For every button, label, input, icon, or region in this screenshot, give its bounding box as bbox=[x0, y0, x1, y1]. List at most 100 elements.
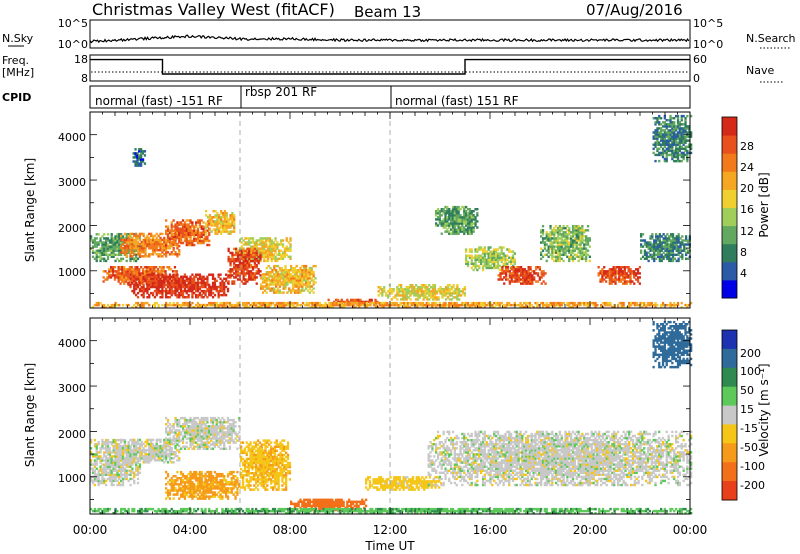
heatmap-cell bbox=[568, 227, 571, 230]
heatmap-cell bbox=[553, 259, 556, 263]
heatmap-cell bbox=[229, 222, 232, 225]
heatmap-cell bbox=[299, 291, 302, 294]
heatmap-cell bbox=[543, 253, 547, 257]
heatmap-cell bbox=[253, 255, 257, 259]
heatmap-cell bbox=[540, 235, 543, 238]
heatmap-cell bbox=[170, 275, 173, 279]
heatmap-cell bbox=[498, 258, 501, 261]
heatmap-cell bbox=[250, 257, 253, 261]
heatmap-cell bbox=[268, 237, 272, 240]
heatmap-cell bbox=[176, 289, 179, 293]
heatmap-cell bbox=[450, 288, 453, 291]
heatmap-cell bbox=[208, 228, 212, 231]
heatmap-cell bbox=[289, 255, 292, 259]
heatmap-cell bbox=[470, 220, 473, 223]
heatmap-cell bbox=[506, 270, 510, 273]
heatmap-cell bbox=[461, 290, 465, 293]
heatmap-cell bbox=[290, 279, 293, 282]
heatmap-cell bbox=[189, 285, 192, 289]
heatmap-cell bbox=[153, 251, 157, 254]
heatmap-cell bbox=[236, 274, 240, 277]
heatmap-cell bbox=[558, 231, 561, 234]
heatmap-cell bbox=[407, 290, 410, 293]
heatmap-cell bbox=[171, 280, 175, 283]
heatmap-cell bbox=[202, 285, 205, 289]
heatmap-cell bbox=[248, 249, 251, 253]
heatmap-cell bbox=[495, 266, 498, 270]
heatmap-cell bbox=[157, 291, 160, 295]
heatmap-cell bbox=[451, 224, 455, 227]
heatmap-cell bbox=[288, 289, 291, 292]
heatmap-cell bbox=[261, 275, 265, 278]
heatmap-cell bbox=[172, 277, 175, 281]
heatmap-cell bbox=[622, 301, 625, 305]
heatmap-cell bbox=[229, 226, 232, 229]
heatmap-cell bbox=[547, 235, 550, 238]
heatmap-cell bbox=[476, 264, 479, 268]
heatmap-cell bbox=[191, 301, 194, 305]
heatmap-cell bbox=[208, 293, 211, 297]
heatmap-cell bbox=[468, 250, 472, 253]
heatmap-cell bbox=[266, 251, 270, 254]
heatmap-cell bbox=[499, 274, 502, 277]
heatmap-cell bbox=[465, 205, 468, 209]
heatmap-cell bbox=[170, 235, 173, 239]
heatmap-cell bbox=[176, 273, 179, 276]
heatmap-cell bbox=[168, 237, 172, 241]
heatmap-cell bbox=[193, 291, 196, 295]
heatmap-cell bbox=[511, 254, 515, 257]
heatmap-cell bbox=[206, 239, 209, 243]
heatmap-cell bbox=[112, 255, 115, 259]
heatmap-cell bbox=[381, 292, 384, 295]
heatmap-cell bbox=[132, 270, 135, 273]
heatmap-cell bbox=[288, 273, 291, 276]
heatmap-cell bbox=[394, 296, 397, 299]
heatmap-cell bbox=[274, 243, 277, 246]
heatmap-cell bbox=[458, 288, 461, 291]
heatmap-cell bbox=[288, 269, 291, 272]
heatmap-cell bbox=[233, 259, 236, 263]
heatmap-cell bbox=[123, 274, 126, 277]
heatmap-cell bbox=[270, 255, 273, 259]
heatmap-cell bbox=[398, 284, 401, 287]
heatmap-cell bbox=[136, 253, 140, 256]
heatmap-cell bbox=[458, 298, 461, 301]
heatmap-cell bbox=[246, 241, 249, 244]
heatmap-cell bbox=[276, 243, 279, 246]
heatmap-cell bbox=[225, 273, 228, 276]
heatmap-cell bbox=[123, 232, 127, 236]
heatmap-cell bbox=[235, 251, 238, 255]
heatmap-cell bbox=[229, 216, 232, 219]
heatmap-cell bbox=[276, 287, 280, 290]
heatmap-cell bbox=[132, 274, 135, 277]
heatmap-cell bbox=[285, 239, 288, 242]
heatmap-cell bbox=[265, 279, 268, 282]
heatmap-cell bbox=[165, 287, 168, 291]
heatmap-cell bbox=[162, 270, 165, 273]
heatmap-cell bbox=[472, 264, 475, 268]
heatmap-cell bbox=[174, 243, 177, 247]
heatmap-cell bbox=[95, 257, 98, 261]
heatmap-cell bbox=[127, 233, 130, 236]
heatmap-cell bbox=[558, 253, 561, 257]
heatmap-cell bbox=[131, 242, 134, 246]
heatmap-cell bbox=[238, 253, 242, 257]
heatmap-cell bbox=[305, 275, 308, 278]
heatmap-cell bbox=[127, 283, 130, 287]
heatmap-cell bbox=[233, 280, 236, 283]
heatmap-cell bbox=[297, 285, 300, 288]
heatmap-cell bbox=[159, 289, 162, 293]
heatmap-cell bbox=[146, 277, 149, 281]
heatmap-cell bbox=[456, 290, 459, 293]
heatmap-cell bbox=[555, 229, 558, 232]
heatmap-cell bbox=[117, 268, 120, 271]
heatmap-cell bbox=[474, 264, 477, 268]
heatmap-cell bbox=[501, 268, 504, 271]
heatmap-cell bbox=[558, 243, 561, 246]
heatmap-cell bbox=[555, 257, 558, 261]
heatmap-cell bbox=[116, 233, 119, 236]
heatmap-cell bbox=[208, 218, 212, 221]
heatmap-cell bbox=[665, 155, 668, 159]
heatmap-cell bbox=[497, 274, 500, 277]
nave-label: Nave bbox=[746, 64, 774, 77]
